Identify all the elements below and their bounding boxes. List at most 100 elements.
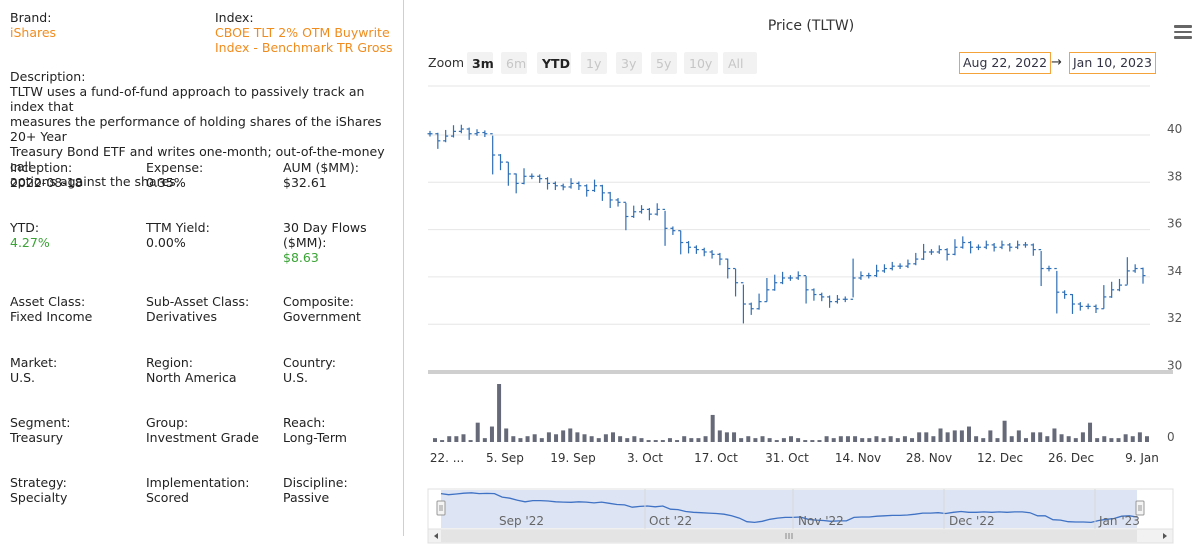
volume-bar[interactable]	[917, 432, 922, 442]
ohlc-bar[interactable]	[905, 259, 911, 269]
zoom-button-5y[interactable]	[651, 52, 677, 74]
volume-bar[interactable]	[817, 440, 822, 442]
volume-bar[interactable]	[667, 438, 672, 442]
ohlc-bar[interactable]	[670, 226, 676, 235]
ohlc-bar[interactable]	[654, 203, 660, 216]
volume-bar[interactable]	[1009, 436, 1014, 442]
volume-bar[interactable]	[988, 430, 993, 442]
volume-bar[interactable]	[639, 438, 644, 442]
volume-bar[interactable]	[675, 440, 680, 442]
triangle-right-icon[interactable]	[1163, 533, 1167, 539]
pane-separator[interactable]	[428, 370, 1173, 374]
ohlc-bar[interactable]	[576, 181, 582, 191]
ohlc-bar[interactable]	[874, 264, 880, 278]
volume-bar[interactable]	[1137, 432, 1142, 442]
scrollbar[interactable]	[427, 528, 1174, 544]
ohlc-bar[interactable]	[1038, 249, 1044, 287]
volume-bar[interactable]	[497, 384, 502, 442]
volume-bar[interactable]	[803, 440, 808, 442]
volume-bar[interactable]	[967, 426, 971, 442]
zoom-button-ytd[interactable]	[537, 52, 571, 74]
ohlc-bar[interactable]	[889, 261, 895, 271]
volume-bar[interactable]	[433, 438, 437, 442]
ohlc-bar[interactable]	[795, 271, 801, 280]
ohlc-bar[interactable]	[991, 242, 997, 252]
ohlc-bar[interactable]	[443, 129, 449, 143]
ohlc-bar[interactable]	[842, 296, 848, 303]
volume-bar[interactable]	[931, 436, 936, 442]
volume-bar[interactable]	[660, 440, 665, 442]
ohlc-bar[interactable]	[1101, 285, 1107, 310]
ohlc-bar[interactable]	[607, 191, 613, 208]
volume-bar[interactable]	[838, 436, 843, 442]
volume-bar[interactable]	[910, 438, 915, 442]
range-to-input[interactable]: Jan 10, 2023	[1069, 52, 1156, 74]
volume-bar[interactable]	[618, 436, 623, 442]
volume-bar[interactable]	[1038, 432, 1043, 442]
volume-bar[interactable]	[596, 438, 601, 442]
ohlc-bar[interactable]	[1054, 267, 1060, 314]
ohlc-bar[interactable]	[803, 275, 809, 304]
ohlc-bar[interactable]	[921, 243, 927, 261]
volume-bar[interactable]	[710, 414, 715, 442]
triangle-left-icon[interactable]	[434, 533, 438, 539]
ohlc-bar[interactable]	[811, 288, 817, 301]
volume-bar[interactable]	[924, 432, 929, 442]
ohlc-bar[interactable]	[866, 272, 872, 279]
volume-bar[interactable]	[717, 430, 722, 442]
volume-bar[interactable]	[1145, 436, 1149, 442]
volume-bar[interactable]	[845, 436, 850, 442]
volume-bar[interactable]	[682, 436, 687, 442]
ohlc-bar[interactable]	[498, 154, 504, 171]
ohlc-bar[interactable]	[928, 249, 934, 255]
ohlc-bar[interactable]	[537, 174, 543, 183]
volume-bar[interactable]	[1031, 432, 1036, 442]
ohlc-bar[interactable]	[552, 181, 558, 191]
ohlc-bar[interactable]	[505, 161, 511, 186]
volume-bar[interactable]	[561, 430, 566, 442]
ohlc-bar[interactable]	[881, 264, 887, 273]
ohlc-bar[interactable]	[584, 184, 590, 197]
volume-bar[interactable]	[810, 440, 815, 442]
zoom-button-10y[interactable]	[684, 52, 718, 74]
volume-bar[interactable]	[1016, 430, 1021, 442]
ohlc-bar[interactable]	[897, 263, 903, 270]
volume-bar[interactable]	[603, 434, 608, 442]
volume-bar[interactable]	[1073, 438, 1078, 442]
ohlc-bar[interactable]	[435, 132, 441, 149]
volume-bar[interactable]	[625, 438, 630, 442]
volume-bar[interactable]	[995, 438, 1000, 442]
volume-bar[interactable]	[1052, 428, 1057, 442]
ohlc-bar[interactable]	[850, 258, 856, 300]
ohlc-bar[interactable]	[709, 250, 715, 259]
ohlc-bar[interactable]	[772, 274, 778, 291]
volume-bar[interactable]	[475, 422, 480, 442]
ohlc-bar[interactable]	[1140, 267, 1146, 284]
volume-bar[interactable]	[1088, 422, 1093, 442]
volume-bar[interactable]	[938, 428, 943, 442]
ohlc-bar[interactable]	[1007, 242, 1013, 252]
volume-bar[interactable]	[489, 426, 494, 442]
ohlc-bar[interactable]	[1077, 302, 1083, 311]
ohlc-bar[interactable]	[1116, 278, 1122, 292]
volume-bar[interactable]	[568, 428, 573, 442]
volume-bar[interactable]	[589, 436, 594, 442]
volume-bar[interactable]	[952, 430, 957, 442]
ohlc-bar[interactable]	[560, 183, 566, 191]
volume-bar[interactable]	[831, 438, 836, 442]
volume-bar[interactable]	[461, 434, 466, 442]
ohlc-bar[interactable]	[999, 240, 1005, 250]
ohlc-bar[interactable]	[529, 173, 535, 180]
zoom-button-1y[interactable]	[581, 52, 607, 74]
ohlc-bar[interactable]	[1085, 303, 1091, 310]
ohlc-bar[interactable]	[490, 133, 496, 175]
ohlc-bar[interactable]	[936, 245, 942, 254]
volume-bar[interactable]	[653, 440, 658, 442]
ohlc-bar[interactable]	[748, 302, 754, 315]
volume-bar[interactable]	[646, 440, 651, 442]
volume-bar[interactable]	[853, 436, 858, 442]
ohlc-bar[interactable]	[678, 230, 684, 255]
ohlc-bar[interactable]	[474, 129, 480, 136]
ohlc-bar[interactable]	[1069, 293, 1075, 314]
ohlc-bar[interactable]	[639, 205, 645, 214]
